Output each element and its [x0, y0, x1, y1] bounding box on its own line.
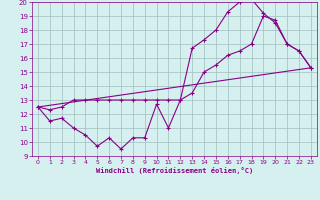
X-axis label: Windchill (Refroidissement éolien,°C): Windchill (Refroidissement éolien,°C) [96, 167, 253, 174]
